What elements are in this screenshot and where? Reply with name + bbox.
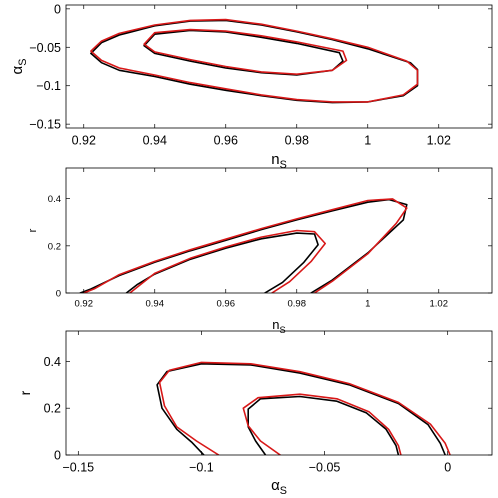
x-axis-label: nS xyxy=(271,151,287,171)
y-tick-label: 0.4 xyxy=(44,355,61,369)
x-tick-label: 0.94 xyxy=(146,299,165,310)
y-axis-label: r xyxy=(17,390,33,395)
x-tick-label: −0.1 xyxy=(189,461,214,475)
black-inner-contour xyxy=(143,29,344,76)
x-tick-label: 0.98 xyxy=(288,299,307,310)
x-axis-label: nS xyxy=(272,317,285,335)
red-outer-contour xyxy=(83,198,408,293)
x-tick-label: 1 xyxy=(365,299,370,310)
red-outer-contour xyxy=(158,361,451,455)
x-tick-label: 1 xyxy=(364,134,371,148)
x-tick-label: 0.94 xyxy=(143,134,167,148)
x-tick-label: 0.92 xyxy=(75,299,94,310)
y-axis-label: αS xyxy=(9,59,29,75)
y-tick-label: 0 xyxy=(54,2,61,16)
contours xyxy=(90,18,419,104)
y-tick-label: 0 xyxy=(56,288,61,299)
y-tick-label: −0.15 xyxy=(29,118,61,132)
red-outer-contour xyxy=(90,18,419,103)
x-tick-label: 1.02 xyxy=(427,134,451,148)
red-inner-contour xyxy=(143,28,348,75)
x-tick-label: 1.02 xyxy=(430,299,449,310)
black-outer-contour xyxy=(79,198,408,293)
y-tick-label: 0.2 xyxy=(48,241,61,252)
x-tick-label: 0 xyxy=(444,461,451,475)
panel-2: 0.92 0.94 0.96 0.98 1 1.02 0 0.2 0.4 nS r xyxy=(27,167,493,335)
y-tick-label: −0.1 xyxy=(36,79,61,93)
plot-frame xyxy=(65,330,493,456)
x-tick-label: 0.98 xyxy=(285,134,309,148)
y-axis-label: r xyxy=(27,228,39,232)
x-tick-label: −0.15 xyxy=(62,461,94,475)
x-tick-label: 0.96 xyxy=(214,134,238,148)
contours xyxy=(156,361,451,455)
plot-frame xyxy=(65,4,493,129)
contours xyxy=(79,198,408,293)
y-tick-label: −0.05 xyxy=(29,41,61,55)
red-inner-contour xyxy=(242,393,402,455)
plot-frame xyxy=(65,167,493,294)
red-inner-contour xyxy=(129,229,327,293)
y-tick-label: 0 xyxy=(54,449,61,463)
x-tick-label: −0.05 xyxy=(309,461,341,475)
y-tick-label: 0.2 xyxy=(44,402,61,416)
x-tick-label: 0.96 xyxy=(217,299,236,310)
x-axis-label: αS xyxy=(271,477,287,497)
black-outer-contour xyxy=(90,19,419,104)
black-inner-contour xyxy=(247,395,400,455)
black-outer-contour xyxy=(156,362,447,455)
panel-1: 0.92 0.94 0.96 0.98 1 1.02 0 −0.05 −0.1 −0.15 nS αS xyxy=(9,2,493,171)
panel-3: −0.15 −0.1 −0.05 0 0 0.2 0.4 αS r xyxy=(17,330,493,497)
y-tick-label: 0.4 xyxy=(48,194,61,205)
x-tick-label: 0.92 xyxy=(72,134,96,148)
